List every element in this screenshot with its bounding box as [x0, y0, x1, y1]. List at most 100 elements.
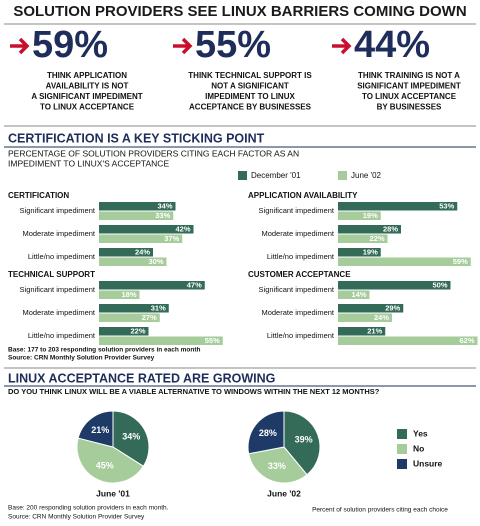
- legend-label: Unsure: [413, 458, 443, 468]
- bar: [338, 211, 381, 220]
- stat-description: TO LINUX ACCEPTANCE: [362, 92, 457, 101]
- slice-label: 39%: [295, 434, 313, 444]
- section-title: LINUX ACCEPTANCE RATED ARE GROWING: [8, 371, 275, 385]
- slice-label: 45%: [96, 461, 114, 471]
- value-label: 22%: [130, 327, 145, 336]
- value-label: 29%: [385, 304, 400, 313]
- value-label: 62%: [459, 336, 474, 345]
- section-subtitle: IMPEDIMENT TO LINUX'S ACCEPTANCE: [8, 158, 169, 168]
- bar: [338, 281, 451, 290]
- bar: [338, 327, 386, 336]
- pie-caption: June '02: [267, 488, 301, 498]
- value-label: 22%: [369, 234, 384, 243]
- arrow-icon: [332, 37, 352, 55]
- footnote: Base: 177 to 203 responding solution pro…: [8, 347, 201, 354]
- value-label: 28%: [383, 225, 398, 234]
- legend-label: December '01: [251, 171, 301, 180]
- stat-description: TO LINUX ACCEPTANCE: [40, 103, 135, 112]
- stat-figure: 59%: [32, 24, 108, 66]
- bar: [338, 290, 370, 299]
- bar: [338, 313, 392, 322]
- stat-figure: 55%: [195, 24, 271, 66]
- bar: [338, 257, 471, 266]
- category-label: Little/no impediment: [267, 331, 335, 340]
- value-label: 21%: [367, 327, 382, 336]
- category-label: Little/no impediment: [267, 252, 335, 261]
- category-label: Moderate impediment: [261, 308, 334, 317]
- bar: [99, 304, 169, 313]
- legend-label: June '02: [351, 171, 382, 180]
- bar: [99, 202, 176, 211]
- value-label: 47%: [187, 281, 202, 290]
- bar: [99, 281, 205, 290]
- legend-label: No: [413, 443, 424, 453]
- value-label: 33%: [155, 211, 170, 220]
- pie-caption: June '01: [96, 488, 130, 498]
- bar: [99, 248, 153, 257]
- value-label: 19%: [363, 248, 378, 257]
- bar: [99, 211, 174, 220]
- value-label: 55%: [205, 336, 220, 345]
- bar: [338, 248, 381, 257]
- stat-description: BY BUSINESSES: [377, 103, 442, 112]
- panel-title: APPLICATION AVAILABILITY: [248, 191, 358, 200]
- category-label: Little/no impediment: [28, 331, 96, 340]
- bar: [338, 202, 458, 211]
- stat-figure: 44%: [354, 24, 430, 66]
- value-label: 59%: [453, 257, 468, 266]
- slice-label: 34%: [122, 431, 140, 441]
- bar: [338, 336, 478, 345]
- legend-swatch: [397, 444, 407, 454]
- panel-title: CUSTOMER ACCEPTANCE: [248, 270, 351, 279]
- stat-description: IMPEDIMENT TO LINUX: [205, 92, 295, 101]
- panel-title: TECHNICAL SUPPORT: [8, 270, 95, 279]
- stat-description: ACCEPTANCE BY BUSINESSES: [189, 103, 312, 112]
- footnote: Source: CRN Monthly Solution Provider Su…: [8, 355, 155, 362]
- value-label: 24%: [374, 313, 389, 322]
- value-label: 53%: [439, 202, 454, 211]
- stat-description: NOT A SIGNIFICANT: [211, 82, 289, 91]
- section-subtitle: DO YOU THINK LINUX WILL BE A VIABLE ALTE…: [8, 387, 380, 396]
- section-title: CERTIFICATION IS A KEY STICKING POINT: [8, 131, 265, 145]
- arrow-icon: [10, 37, 30, 55]
- legend-label: Yes: [413, 428, 428, 438]
- value-label: 19%: [363, 211, 378, 220]
- pie-slice: [77, 410, 114, 448]
- value-label: 24%: [135, 248, 150, 257]
- category-label: Moderate impediment: [22, 229, 95, 238]
- legend-swatch: [338, 171, 347, 180]
- bar: [99, 313, 160, 322]
- footnote: Source: CRN Monthly Solution Provider Su…: [8, 514, 145, 521]
- page-title: SOLUTION PROVIDERS SEE LINUX BARRIERS CO…: [13, 3, 466, 20]
- value-label: 27%: [142, 313, 157, 322]
- value-label: 34%: [157, 202, 172, 211]
- stat-description: SIGNIFICANT IMPEDIMENT: [357, 82, 461, 91]
- stat-description: THINK APPLICATION: [47, 71, 127, 80]
- category-label: Moderate impediment: [261, 229, 334, 238]
- pie-slice: [283, 410, 321, 476]
- category-label: Moderate impediment: [22, 308, 95, 317]
- footnote: Percent of solution providers citing eac…: [312, 507, 448, 514]
- stat-description: THINK TRAINING IS NOT A: [358, 71, 460, 80]
- stat-description: THINK TECHNICAL SUPPORT IS: [188, 71, 312, 80]
- slice-label: 33%: [268, 461, 286, 471]
- pie-slice: [248, 446, 308, 484]
- value-label: 18%: [121, 290, 136, 299]
- footnote: Base: 200 responding solution providers …: [8, 505, 169, 512]
- category-label: Significant impediment: [259, 285, 335, 294]
- value-label: 42%: [175, 225, 190, 234]
- panel-title: CERTIFICATION: [8, 191, 69, 200]
- value-label: 30%: [148, 257, 163, 266]
- bar: [99, 225, 194, 234]
- bar: [99, 327, 149, 336]
- bar: [338, 234, 388, 243]
- stat-description: AVAILABILITY IS NOT: [46, 82, 129, 91]
- value-label: 31%: [151, 304, 166, 313]
- bar: [99, 336, 223, 345]
- pie-slice: [247, 410, 285, 455]
- pie-slice: [76, 437, 145, 484]
- bar: [99, 290, 140, 299]
- bar: [338, 225, 401, 234]
- legend-swatch: [397, 429, 407, 439]
